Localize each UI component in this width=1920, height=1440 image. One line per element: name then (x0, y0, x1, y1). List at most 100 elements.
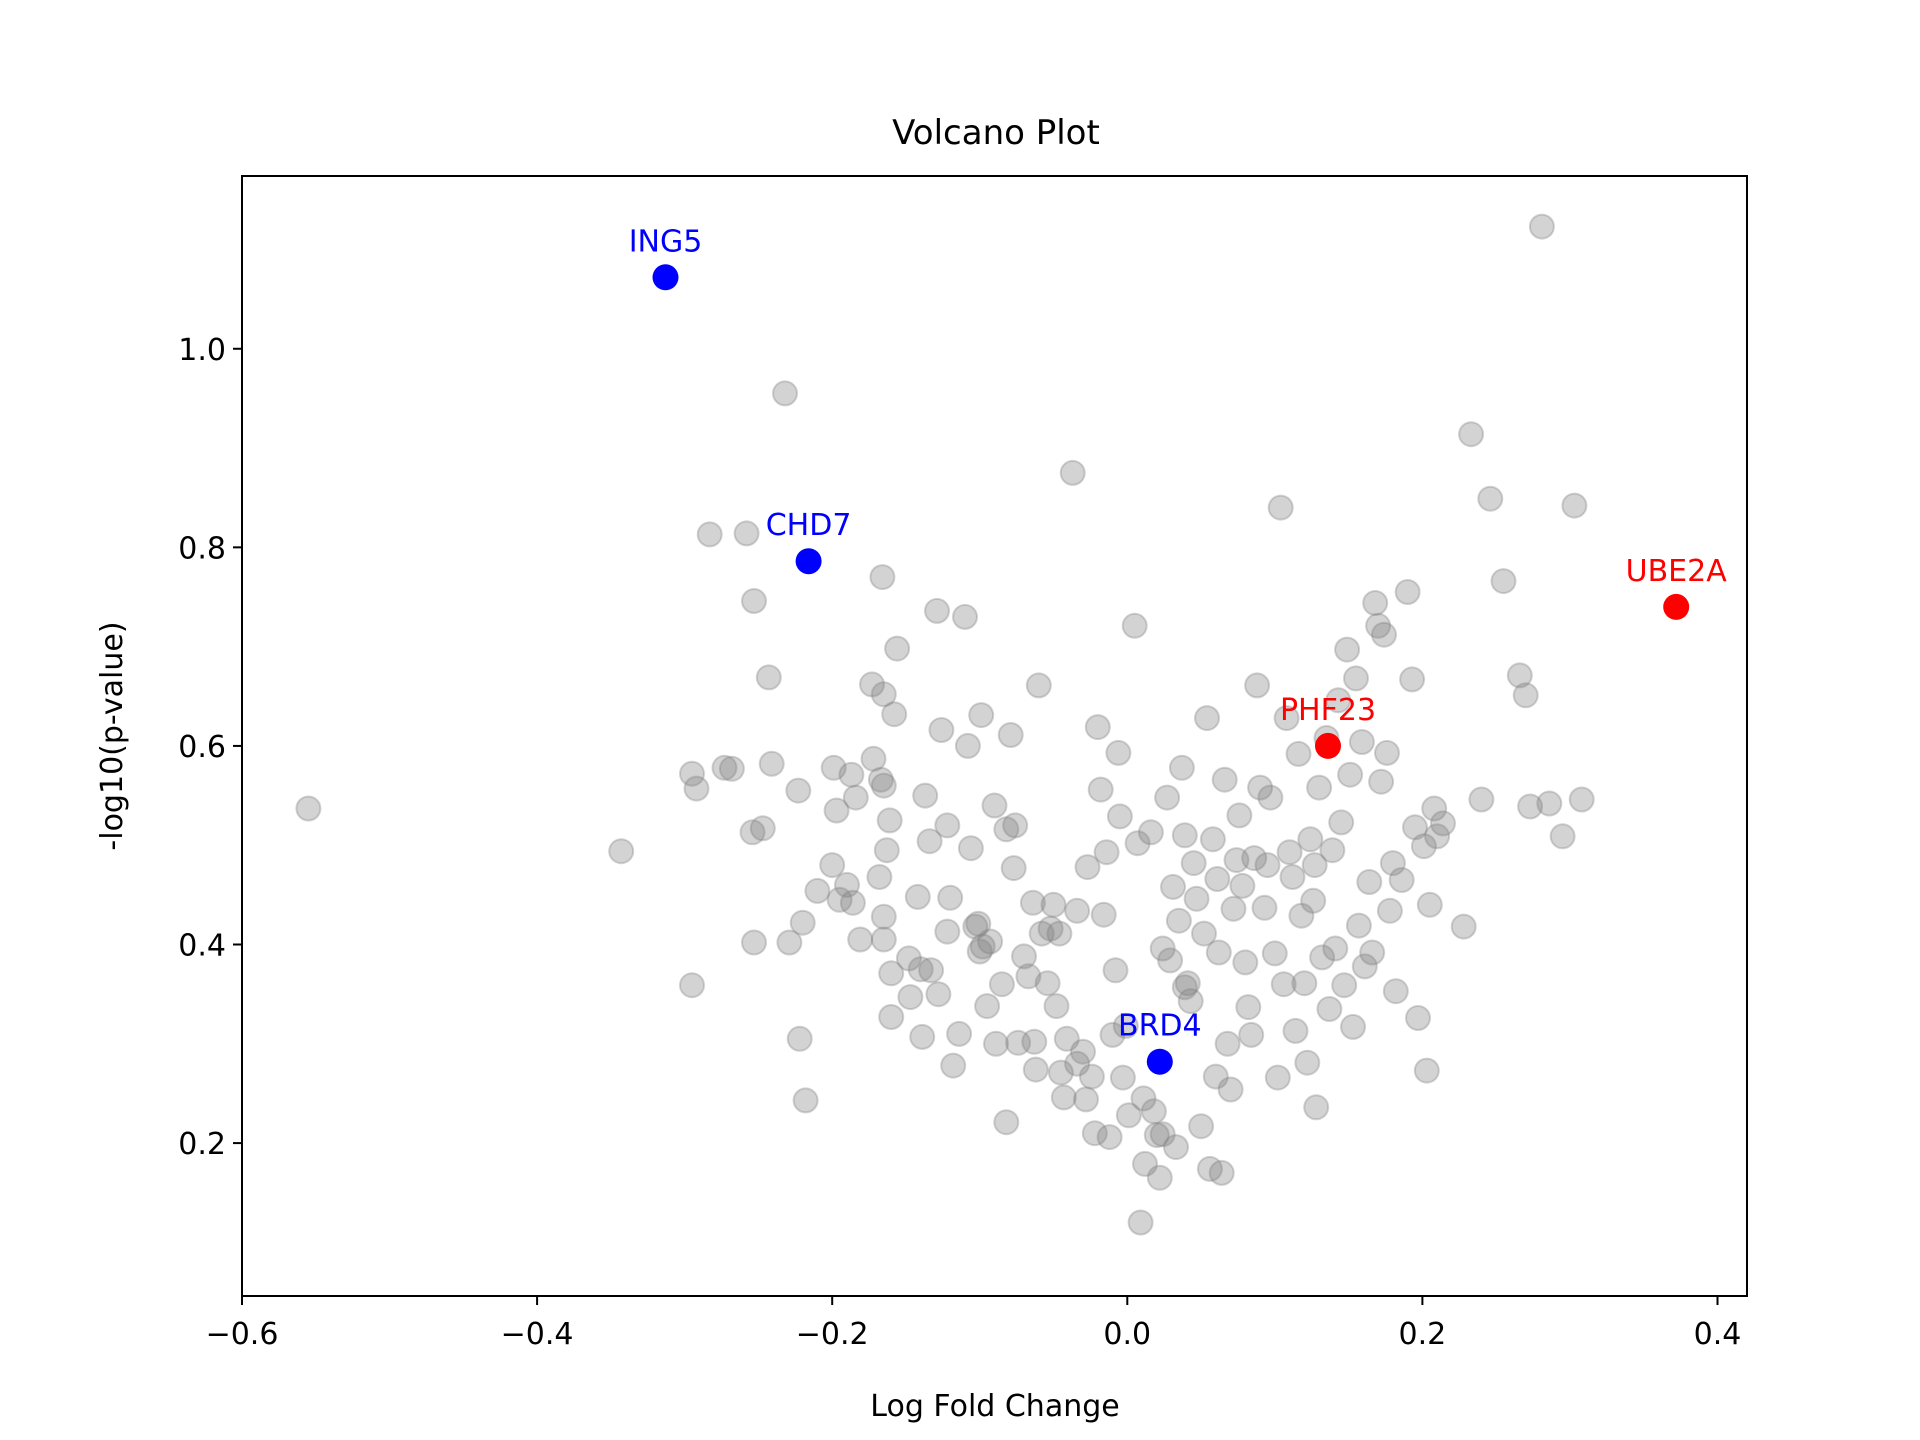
data-point (1528, 213, 1555, 240)
data-point (758, 750, 785, 777)
data-point (1413, 1057, 1440, 1084)
data-point (1257, 784, 1284, 811)
data-point (859, 671, 885, 698)
data-point (969, 933, 996, 960)
data-point (755, 664, 782, 691)
data-point (679, 760, 705, 787)
data-point (1319, 837, 1346, 864)
data-point (1331, 972, 1358, 999)
data-point (968, 702, 995, 729)
data-point (1000, 855, 1027, 882)
data-point (842, 784, 869, 811)
data-point (1146, 1164, 1173, 1191)
data-point (1149, 935, 1176, 962)
data-point (1223, 847, 1250, 874)
data-point (867, 766, 894, 793)
data-point (940, 1052, 967, 1079)
data-point (1376, 897, 1403, 924)
data-point (1351, 953, 1378, 980)
data-point (909, 1023, 936, 1050)
data-point (1512, 682, 1539, 709)
data-point (1394, 579, 1421, 605)
data-point (1137, 819, 1164, 846)
data-point (776, 929, 803, 956)
data-point (1549, 823, 1576, 850)
data-point (873, 837, 900, 864)
data-point (1506, 662, 1533, 689)
data-point (1301, 852, 1328, 879)
data-point (1424, 823, 1451, 850)
data-point (1328, 809, 1355, 836)
data-point (1191, 920, 1217, 947)
data-point (1244, 672, 1271, 699)
data-point (966, 938, 993, 965)
data-point (295, 795, 322, 822)
data-point (696, 521, 723, 548)
data-point (981, 792, 1008, 819)
data-point (1309, 944, 1336, 971)
x-axis-label: Log Fold Change (870, 1389, 1119, 1424)
data-point (916, 828, 943, 855)
data-point (1157, 947, 1184, 974)
data-point (1196, 1155, 1223, 1182)
data-point (1087, 776, 1114, 803)
data-point (1241, 845, 1268, 872)
data-point (1279, 864, 1306, 890)
data-point (1168, 754, 1195, 781)
data-point (1096, 1124, 1123, 1151)
data-point (1267, 494, 1294, 521)
data-point (1254, 852, 1281, 879)
data-point (1204, 866, 1231, 892)
data-point (1450, 913, 1477, 940)
data-point (839, 889, 866, 916)
data-point (1171, 974, 1198, 1001)
data-point (1130, 1085, 1157, 1112)
data-point (789, 909, 816, 936)
highlight-point-chd7 (795, 548, 822, 575)
data-point (718, 755, 745, 782)
y-tick-label: 0.8 (178, 531, 226, 566)
data-point (1202, 1063, 1229, 1090)
data-point (1188, 1113, 1215, 1140)
data-point (1174, 970, 1201, 997)
data-point (1177, 988, 1204, 1015)
data-point (1303, 1094, 1330, 1121)
gene-label-brd4: BRD4 (1118, 1009, 1202, 1044)
data-point (1025, 672, 1052, 699)
data-point (1410, 833, 1437, 860)
data-point (1109, 1064, 1136, 1091)
data-point (679, 972, 705, 999)
y-tick-label: 0.6 (178, 730, 226, 765)
data-point (1235, 994, 1262, 1021)
data-point (866, 864, 893, 890)
data-point (1121, 612, 1148, 639)
data-point (1374, 739, 1400, 766)
data-point (1064, 1050, 1091, 1077)
data-point (974, 993, 1001, 1020)
gene-label-ing5: ING5 (629, 224, 703, 259)
data-point (741, 588, 767, 614)
data-point (1214, 1030, 1241, 1057)
data-point (1205, 939, 1232, 966)
data-point (937, 884, 964, 911)
x-tick-label: 0.0 (1103, 1317, 1151, 1352)
data-point (1022, 1056, 1049, 1083)
data-point (1368, 768, 1395, 795)
x-tick-label: 0.2 (1399, 1317, 1447, 1352)
data-point (1199, 826, 1226, 853)
y-tick-label: 1.0 (178, 333, 226, 368)
data-point (988, 971, 1015, 998)
data-point (884, 635, 911, 662)
data-point (1379, 850, 1406, 877)
data-point (1143, 1122, 1170, 1149)
data-point (1294, 1049, 1321, 1076)
data-point (934, 918, 961, 945)
y-axis: 0.2 0.4 0.6 0.8 1.0 (178, 333, 242, 1162)
data-point (1124, 830, 1151, 857)
y-tick-label: 0.4 (178, 929, 226, 964)
data-point (1090, 901, 1117, 928)
x-tick-label: −0.6 (206, 1317, 279, 1352)
data-point (834, 871, 860, 898)
